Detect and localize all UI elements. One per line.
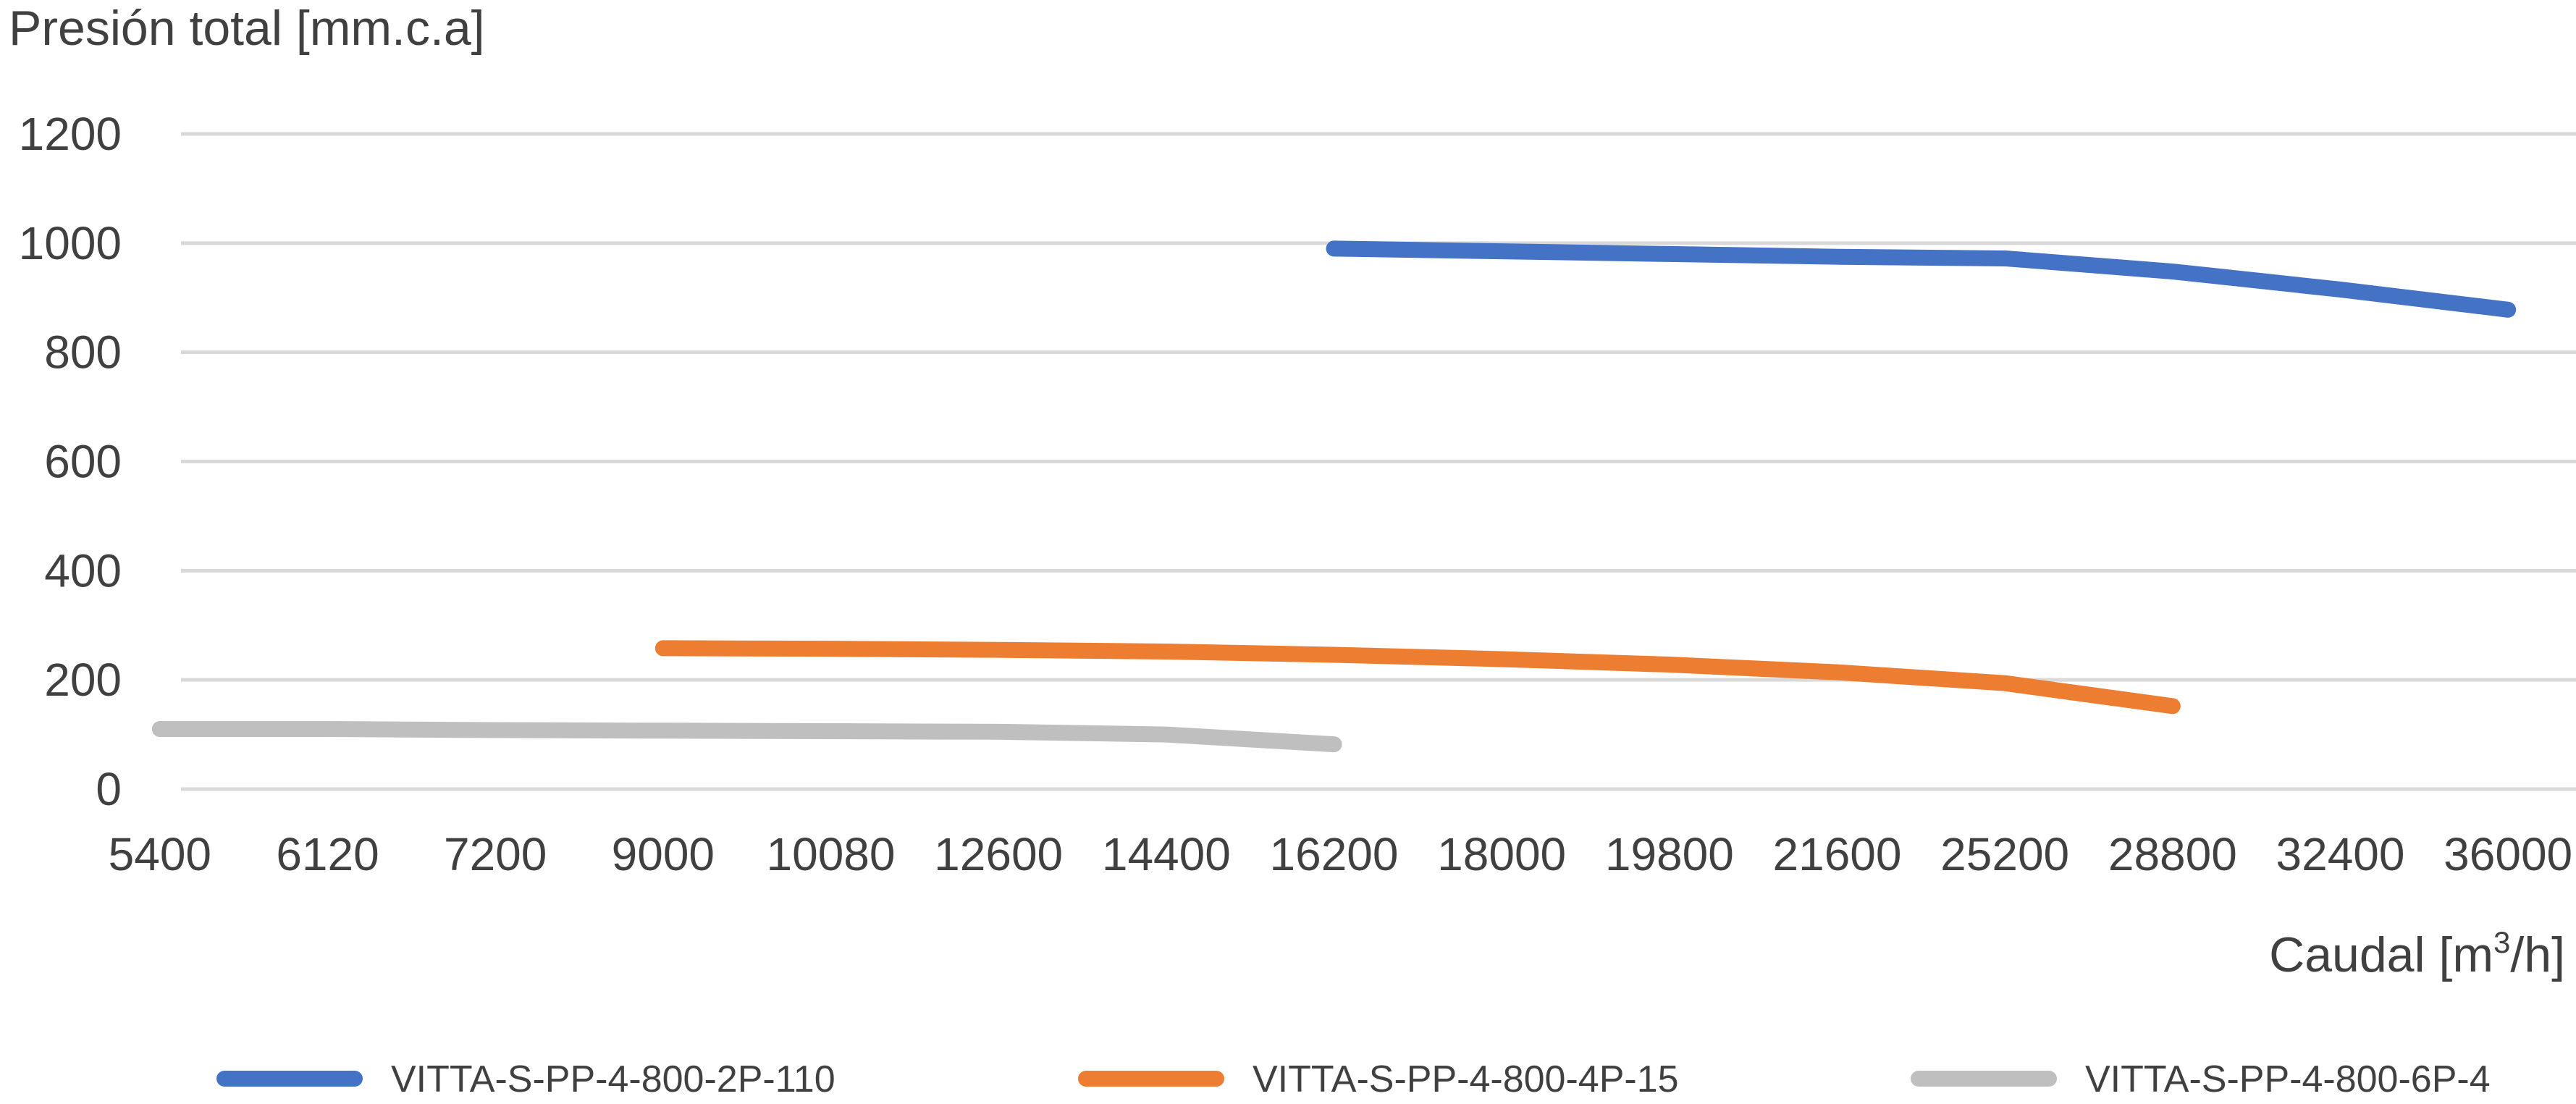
x-tick-label: 36000 xyxy=(2444,828,2572,880)
y-axis-title: Presión total [mm.c.a] xyxy=(9,1,485,56)
x-tick-label: 12600 xyxy=(934,828,1063,880)
x-tick-label: 19800 xyxy=(1605,828,1734,880)
legend: VITTA-S-PP-4-800-2P-110 VITTA-S-PP-4-800-… xyxy=(216,1058,2491,1100)
legend-label-3: VITTA-S-PP-4-800-6P-4 xyxy=(2085,1058,2491,1100)
y-tick-label: 400 xyxy=(44,544,122,597)
x-tick-label: 25200 xyxy=(1940,828,2069,880)
y-tick-label: 1200 xyxy=(19,108,122,160)
y-tick-label: 800 xyxy=(44,326,122,379)
x-tick-label: 21600 xyxy=(1773,828,1902,880)
series-line-2 xyxy=(654,640,2181,715)
x-axis-ticks: 5400 6120 7200 9000 10080 12600 14400 16200 1800… xyxy=(109,828,2573,880)
x-axis-title-superscript: 3 xyxy=(2493,925,2510,959)
x-tick-label: 16200 xyxy=(1270,828,1399,880)
legend-label-1: VITTA-S-PP-4-800-2P-110 xyxy=(391,1058,835,1100)
y-tick-label: 200 xyxy=(44,654,122,706)
x-tick-label: 14400 xyxy=(1102,828,1231,880)
series-line-1 xyxy=(1326,240,2517,318)
x-tick-label: 32400 xyxy=(2276,828,2405,880)
x-tick-label: 6120 xyxy=(276,828,379,880)
series-lines xyxy=(151,240,2517,753)
x-axis-title: Caudal [m3/h] xyxy=(2269,925,2565,982)
y-tick-label: 600 xyxy=(44,436,122,488)
x-tick-label: 18000 xyxy=(1437,828,1566,880)
x-axis-title-main: Caudal [m xyxy=(2269,927,2493,982)
x-axis-title-unit: /h] xyxy=(2510,927,2565,982)
x-tick-label: 7200 xyxy=(444,828,547,880)
y-tick-label: 0 xyxy=(96,763,122,815)
x-tick-label: 28800 xyxy=(2108,828,2237,880)
x-tick-label: 10080 xyxy=(767,828,896,880)
y-axis-ticks: 0 200 400 600 800 1000 1200 xyxy=(19,108,122,815)
legend-label-2: VITTA-S-PP-4-800-4P-15 xyxy=(1253,1058,1679,1100)
x-tick-label: 9000 xyxy=(612,828,715,880)
x-tick-label: 5400 xyxy=(109,828,211,880)
gridlines xyxy=(181,132,2576,791)
y-tick-label: 1000 xyxy=(19,217,122,269)
series-line-3 xyxy=(151,721,1342,753)
